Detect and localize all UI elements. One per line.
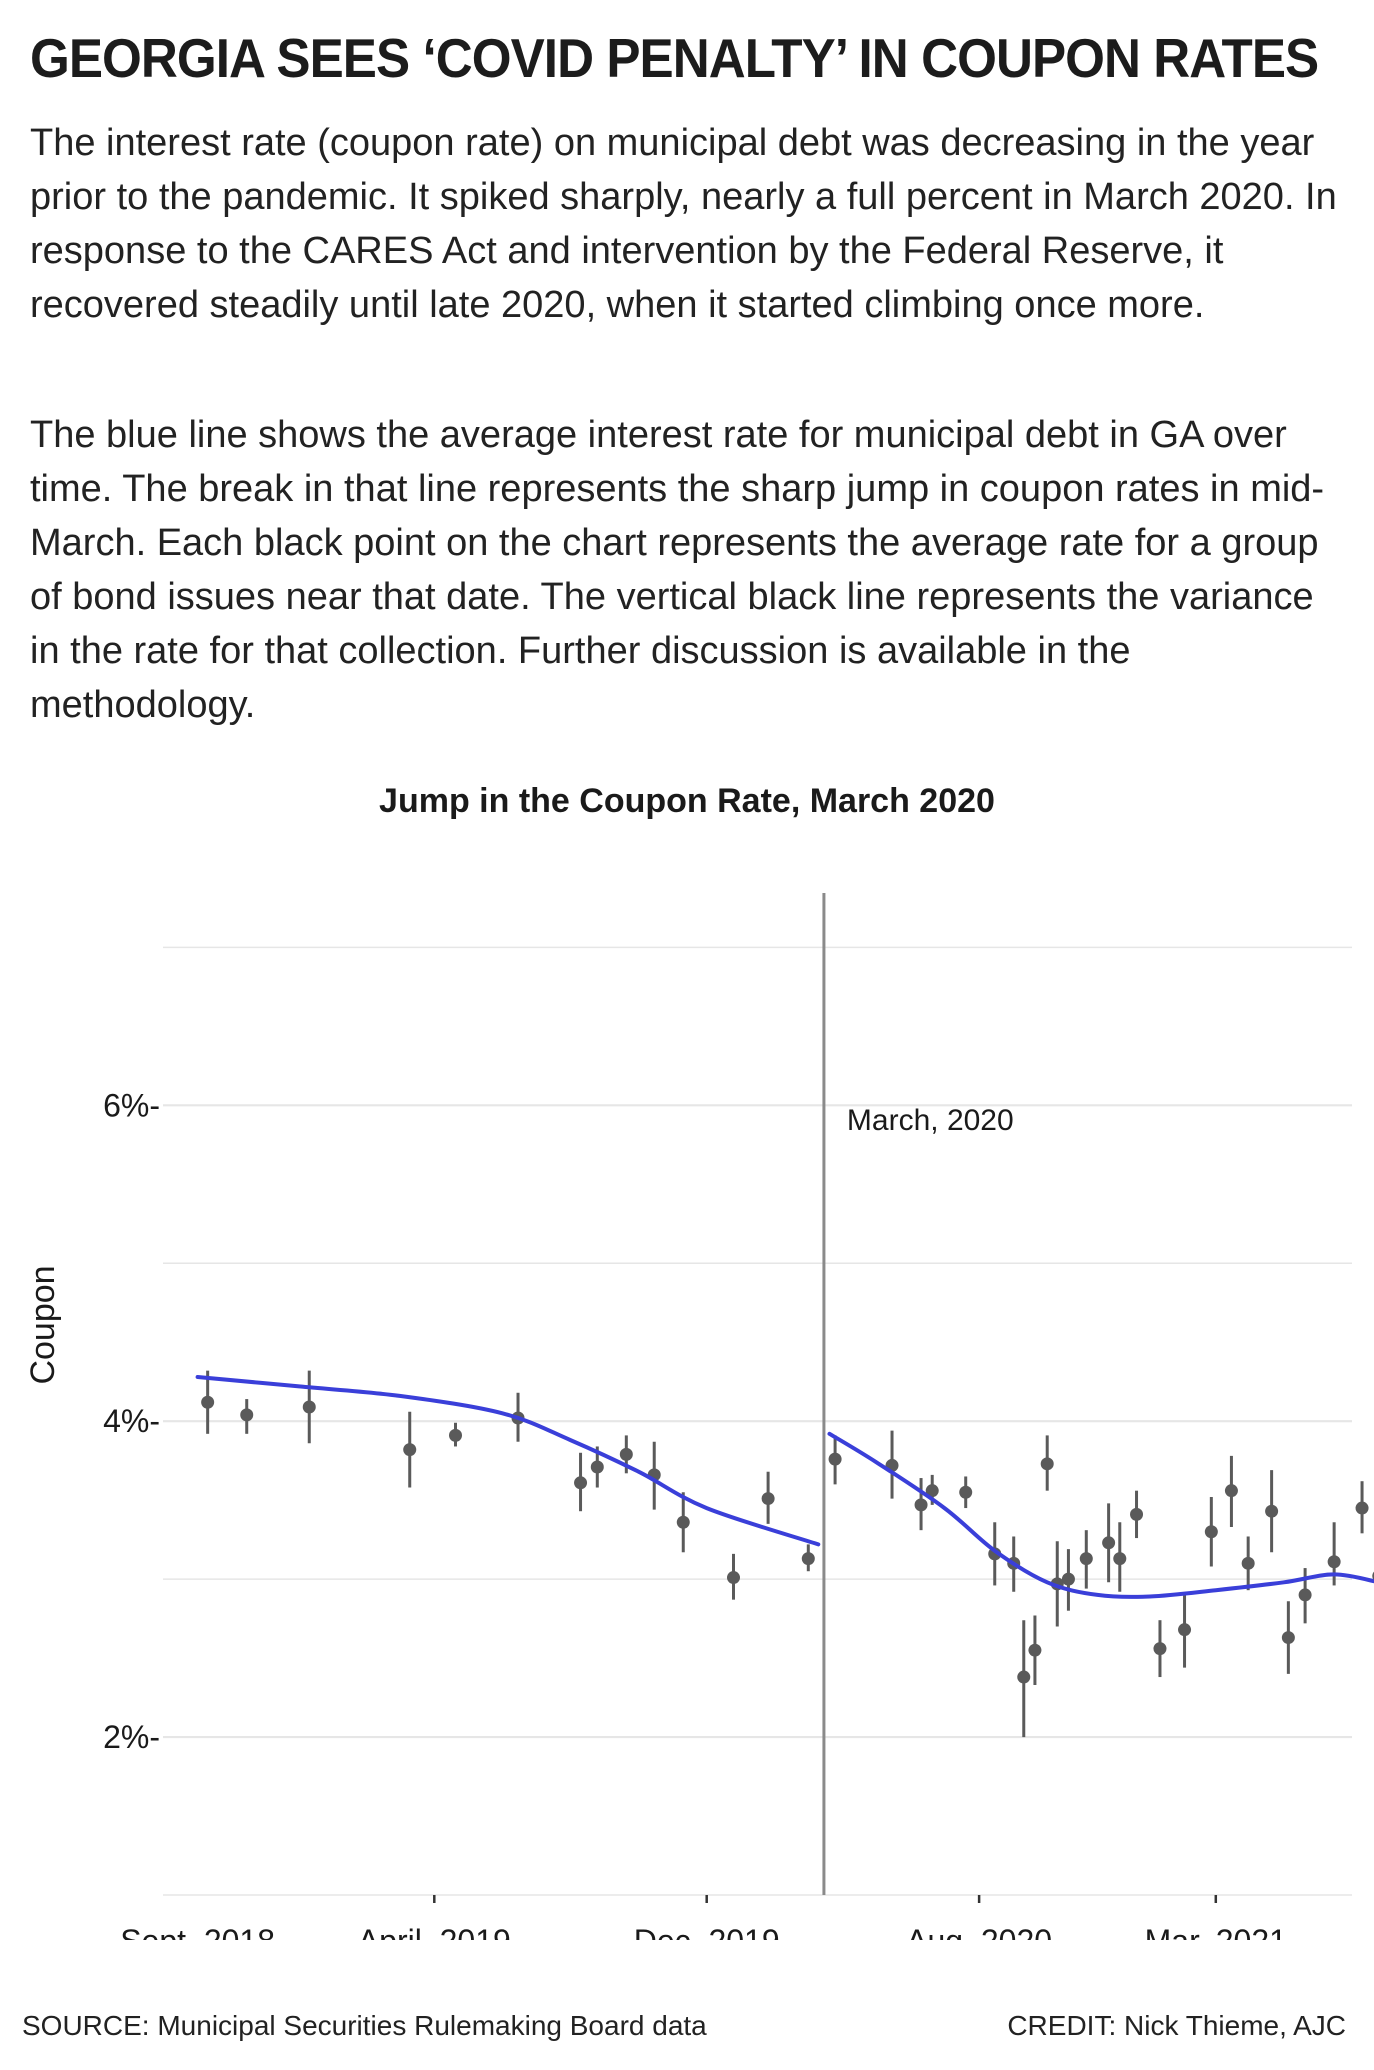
data-point [726,1553,740,1600]
chart-title: Jump in the Coupon Rate, March 2020 [379,782,995,820]
point-marker [726,1571,740,1585]
point-marker [449,1428,463,1442]
point-marker [403,1443,417,1457]
trend-line-post-march [827,1431,1374,1599]
point-marker [959,1485,973,1499]
point-marker [1327,1555,1341,1569]
x-tick-label: Aug, 2020 [906,1923,1052,1940]
point-marker [1102,1536,1116,1550]
point-marker [1241,1556,1255,1570]
point-marker [1130,1507,1144,1521]
point-marker [761,1492,775,1506]
data-point [1017,1620,1031,1738]
y-tick-label: 6%- [103,1087,160,1123]
data-point [1355,1481,1369,1534]
data-point [574,1452,588,1512]
point-marker [574,1476,588,1490]
data-point [201,1370,215,1434]
point-marker [801,1552,815,1566]
point-marker [1040,1457,1054,1471]
point-marker [828,1452,842,1466]
y-tick-label: 2%- [103,1719,160,1755]
data-point [914,1478,928,1531]
data-point [302,1370,316,1444]
point-marker [1298,1588,1312,1602]
data-point [1265,1470,1279,1553]
x-tick-label: Mar, 2021 [1145,1923,1287,1940]
point-marker [1079,1552,1093,1566]
grid-lines [163,946,1352,1896]
data-point [1224,1455,1238,1528]
intro-paragraph: The interest rate (coupon rate) on munic… [30,122,1337,326]
chart-svg: Jump in the Coupon Rate, March 2020 Coup… [24,782,1374,1959]
point-marker [240,1408,254,1422]
point-marker [619,1447,633,1461]
explanation-paragraph: The blue line shows the average interest… [30,414,1325,726]
point-marker [914,1498,928,1512]
data-point [449,1422,463,1447]
data-point [885,1430,899,1499]
data-point [240,1399,254,1434]
x-tick-label: Sept, 2018 [120,1923,275,1940]
point-marker [676,1515,690,1529]
point-marker [925,1484,939,1498]
y-axis-ticks: 2%- 4%- 6%- [103,1087,160,1755]
data-point [1061,1549,1075,1611]
march-2020-marker: March, 2020 [822,893,1014,1895]
source-note: SOURCE: Municipal Securities Rulemaking … [22,2010,707,2041]
data-point [1153,1620,1167,1678]
data-point [403,1411,417,1488]
point-marker [1153,1642,1167,1656]
point-marker [1204,1525,1218,1539]
point-marker [1178,1623,1192,1637]
x-axis-ticks: Sept, 2018 April, 2019 Dec, 2019 Aug, 2020 M… [120,1895,1287,1959]
data-point [801,1544,815,1572]
x-tick-label: Dec, 2019 [634,1923,780,1940]
march-2020-label: March, 2020 [847,1104,1014,1137]
data-point [1028,1615,1042,1685]
trend-lines [195,1375,1374,1599]
y-tick-label: 4%- [103,1403,160,1439]
point-marker [1113,1552,1127,1566]
data-point [1241,1536,1255,1591]
point-marker [1265,1504,1279,1518]
data-point [1113,1522,1127,1592]
data-point [1102,1503,1116,1583]
point-marker [1281,1631,1295,1645]
point-marker [1061,1572,1075,1586]
trend-line-pre-march [195,1375,821,1547]
data-point [1130,1490,1144,1539]
point-marker [1017,1670,1031,1684]
data-point [1079,1530,1093,1589]
data-point [1040,1435,1054,1491]
data-point [959,1476,973,1509]
credit-note: CREDIT: Nick Thieme, AJC [1007,2010,1346,2041]
data-point [676,1492,690,1553]
y-axis-label: Coupon [24,1265,62,1384]
point-marker [1224,1484,1238,1498]
headline: GEORGIA SEES ‘COVID PENALTY’ IN COUPON R… [30,27,1319,89]
data-point [828,1435,842,1485]
data-point [1281,1601,1295,1674]
data-points [201,1370,1374,1738]
point-marker [1028,1643,1042,1657]
point-marker [302,1400,316,1414]
x-tick-label: April, 2019 [358,1923,511,1940]
data-point [761,1471,775,1524]
point-marker [1355,1501,1369,1515]
coupon-rate-chart: Jump in the Coupon Rate, March 2020 Coup… [0,760,1374,1959]
data-point [1204,1497,1218,1567]
point-marker [201,1395,215,1409]
data-point [1178,1593,1192,1668]
point-marker [590,1460,604,1474]
